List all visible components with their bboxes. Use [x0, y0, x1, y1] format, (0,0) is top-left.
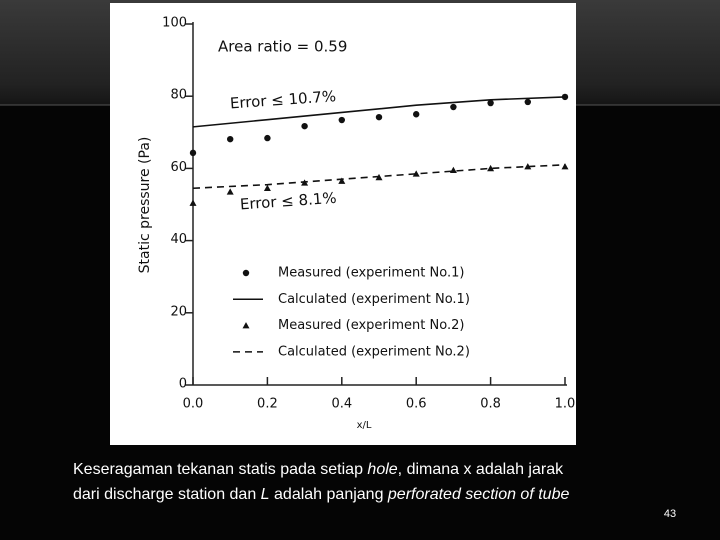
- x-tick-label: 0.8: [480, 397, 501, 412]
- point: [263, 184, 271, 192]
- caption-line: Keseragaman tekanan statis pada setiap h…: [73, 461, 564, 478]
- point: [375, 113, 383, 121]
- chart: 0 20 40 60 80 100 0.0 0.2 0.4 0.6 0.8 1.0 Measured (…: [162, 16, 575, 412]
- legend-label: Measured (experiment No.1): [278, 266, 464, 281]
- point: [524, 163, 532, 170]
- point: [561, 163, 569, 170]
- x-tick-label: 0.2: [257, 397, 278, 412]
- point: [449, 166, 457, 174]
- x-tick-label: 1.0: [555, 397, 576, 412]
- y-tick-label: 0: [179, 377, 187, 392]
- point: [189, 149, 197, 157]
- point: [412, 170, 420, 177]
- y-tick-label: 100: [162, 16, 187, 31]
- point: [450, 103, 457, 111]
- chart-panel: [110, 3, 576, 445]
- caption-text: perforated section of tube: [387, 486, 570, 503]
- y-tick-label: 40: [170, 232, 187, 247]
- x-tick-label: 0.6: [406, 397, 427, 412]
- point: [301, 122, 308, 130]
- x-tick-label: 0.0: [183, 397, 204, 412]
- legend-marker: [242, 269, 250, 277]
- series-line: [192, 163, 566, 190]
- point: [226, 188, 234, 195]
- legend-marker: [242, 322, 250, 329]
- point: [524, 98, 531, 106]
- y-tick-label: 60: [170, 160, 187, 175]
- point: [227, 135, 234, 143]
- point: [264, 134, 271, 142]
- point: [487, 99, 494, 107]
- point: [487, 164, 495, 172]
- y-tick-label: 80: [170, 88, 187, 103]
- series-line: [192, 96, 566, 128]
- caption-text: L: [261, 486, 270, 503]
- legend-label: Calculated (experiment No.1): [278, 292, 470, 307]
- annotation: Area ratio = 0.59: [218, 38, 347, 56]
- legend-label: Measured (experiment No.2): [278, 318, 464, 333]
- point: [338, 116, 345, 124]
- point: [413, 111, 420, 118]
- y-tick-label: 20: [170, 304, 187, 319]
- x-tick-label: 0.4: [331, 397, 352, 412]
- caption-text: hole: [367, 461, 397, 478]
- point: [338, 177, 346, 184]
- x-axis-label: x/L: [357, 420, 372, 431]
- caption-text: Keseragaman tekanan statis pada setiap: [73, 461, 367, 478]
- point: [189, 199, 197, 206]
- caption-line: dari discharge station dan L adalah panj…: [73, 486, 569, 503]
- legend-label: Calculated (experiment No.2): [278, 344, 470, 359]
- y-axis-label: Static pressure (Pa): [137, 137, 153, 274]
- caption-text: , dimana x adalah jarak: [398, 461, 564, 478]
- caption-text: dari discharge station dan: [73, 486, 261, 503]
- page-number: 43: [664, 508, 676, 520]
- caption-text: adalah panjang: [270, 486, 388, 503]
